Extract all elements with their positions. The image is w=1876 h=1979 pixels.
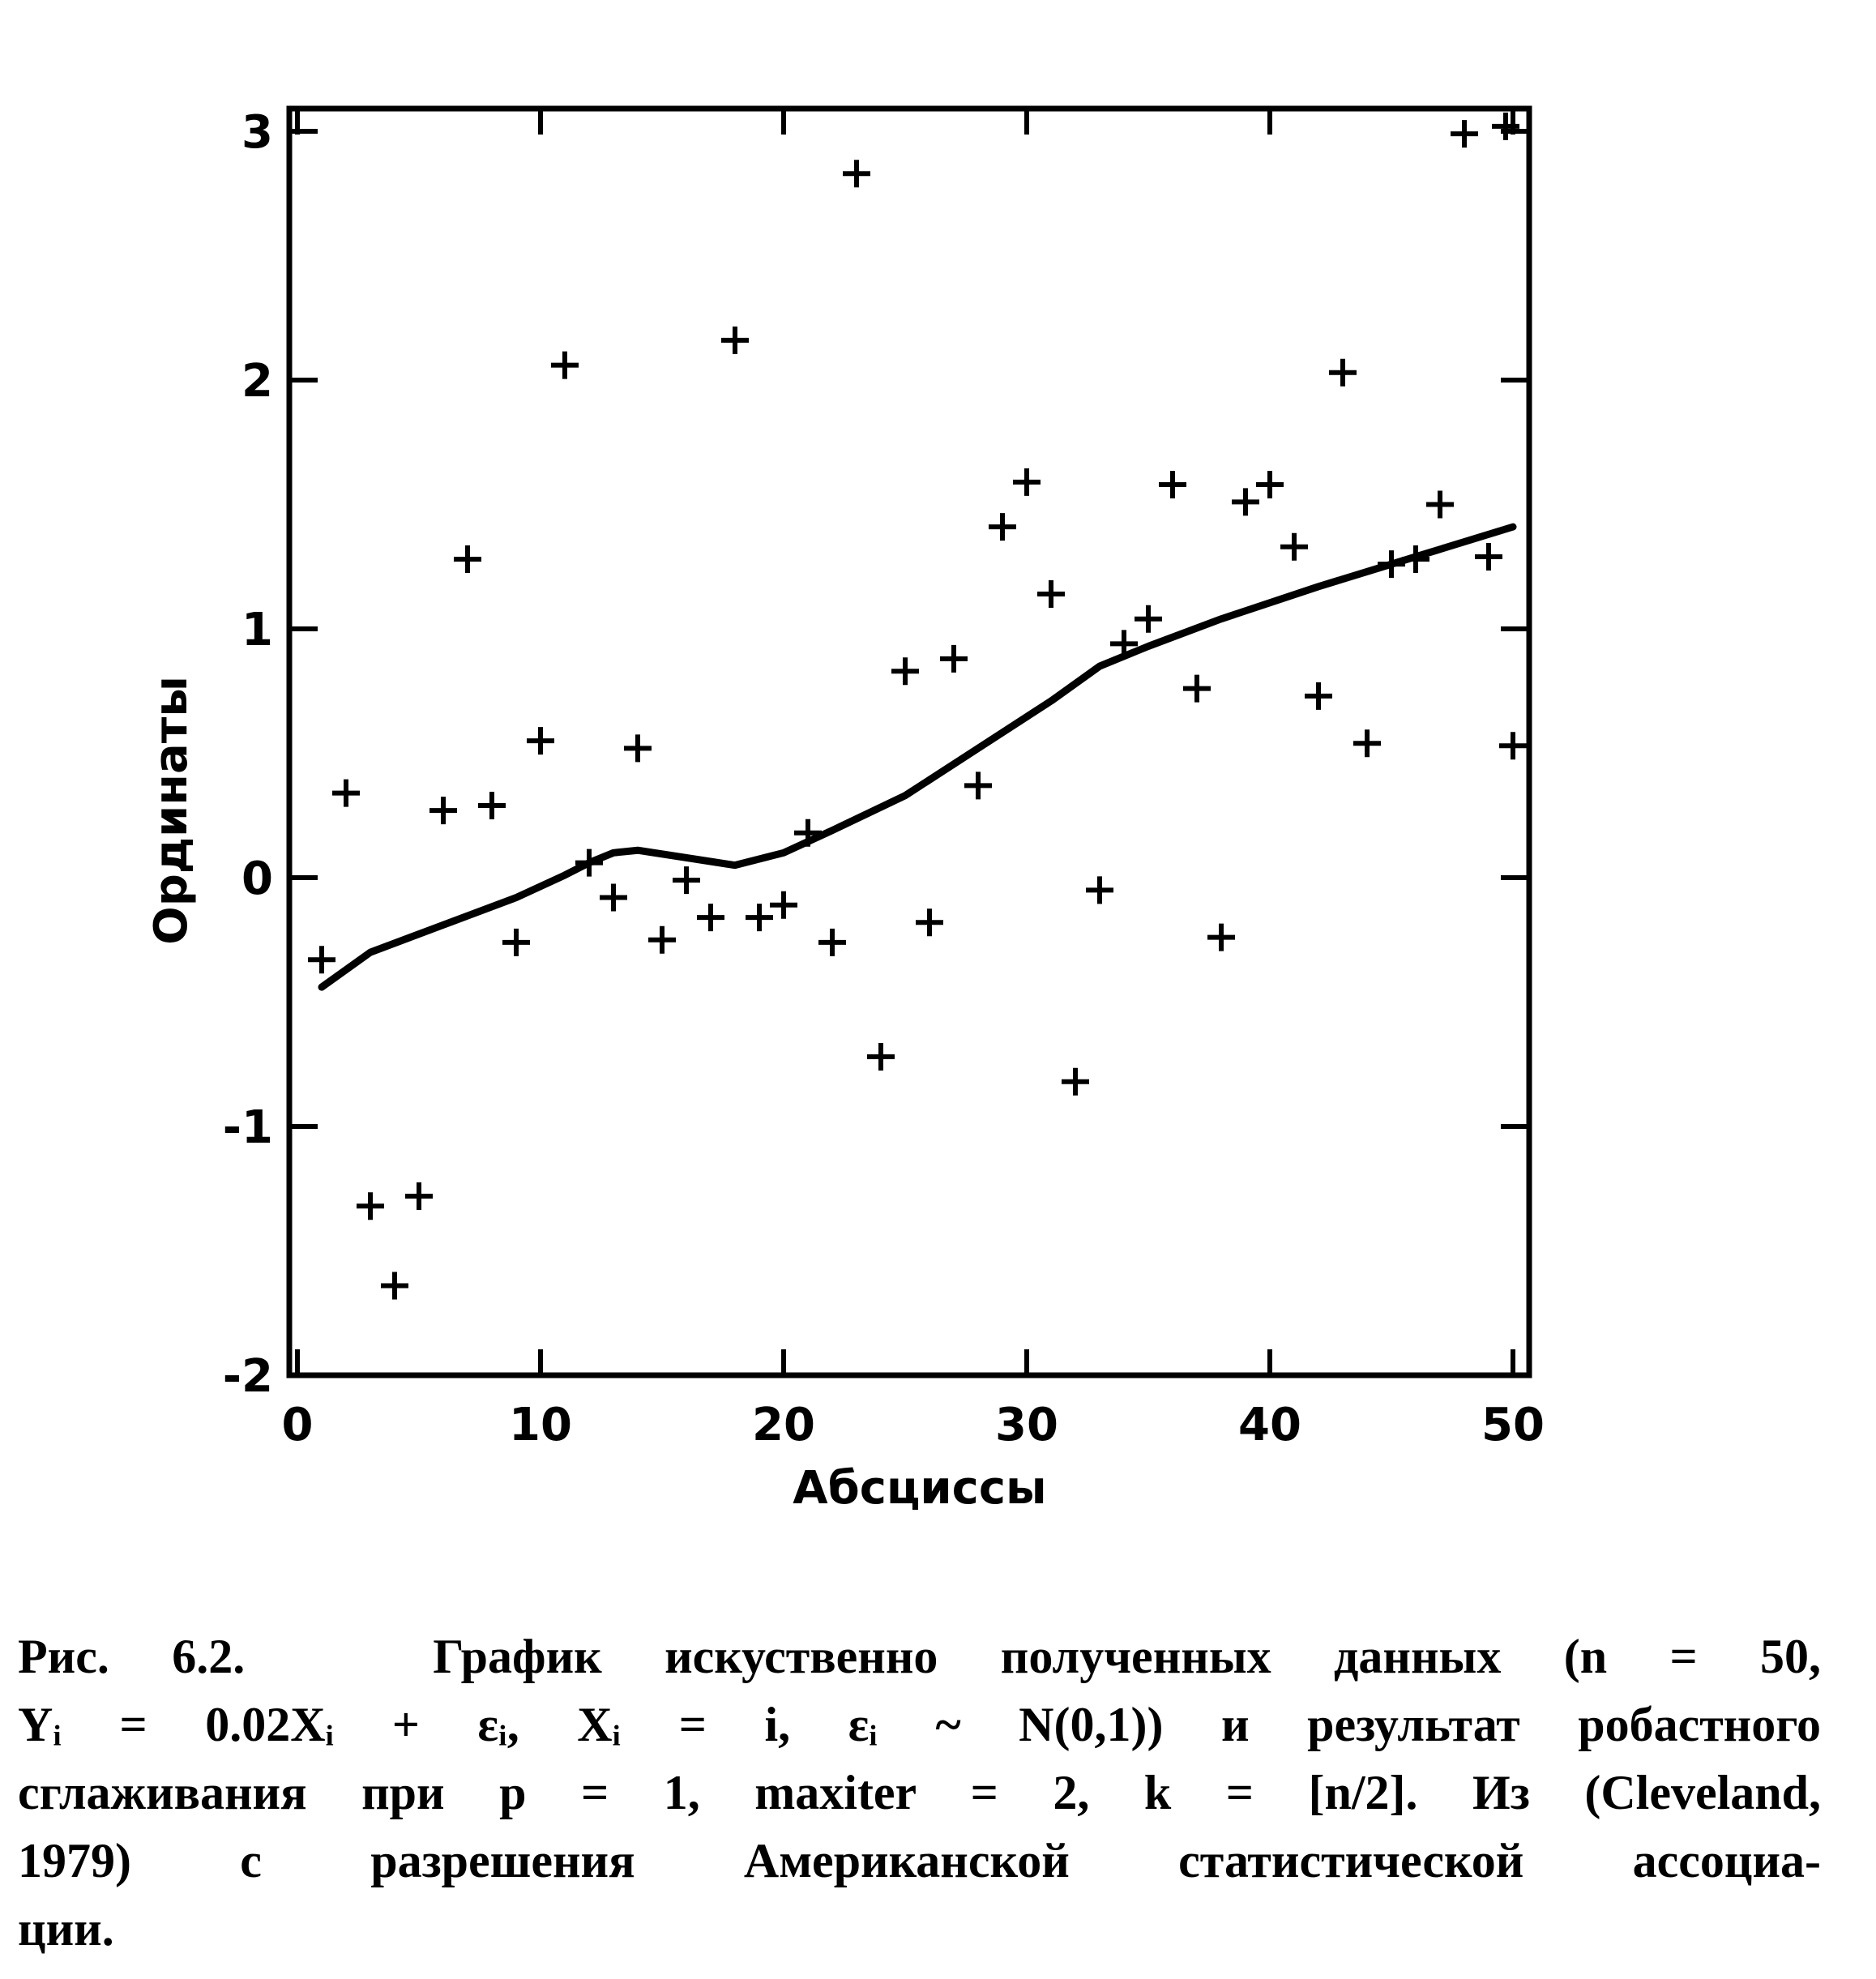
x-tick-label: 30: [995, 1399, 1058, 1451]
point: [1159, 470, 1186, 498]
point: [648, 925, 676, 954]
point: [454, 545, 481, 574]
point: [1013, 468, 1041, 496]
point: [1402, 545, 1429, 574]
caption-line: Рис. 6.2. График искуственно полученных …: [18, 1630, 1821, 1683]
point: [1062, 1067, 1089, 1096]
point: [502, 928, 530, 956]
point: [1305, 682, 1332, 710]
point: [1499, 732, 1527, 760]
y-tick-label: -1: [223, 1101, 273, 1154]
point: [478, 791, 506, 819]
y-axis-label: Ординаты: [145, 676, 198, 945]
point: [429, 797, 457, 825]
x-tick-label: 20: [752, 1399, 815, 1451]
point: [527, 727, 554, 755]
point: [1086, 876, 1113, 904]
point: [818, 928, 846, 956]
point: [843, 160, 870, 188]
point: [1256, 470, 1284, 498]
point: [1207, 923, 1235, 951]
point: [1135, 605, 1162, 633]
point: [1492, 112, 1519, 140]
point: [940, 644, 968, 673]
point: [746, 904, 773, 932]
point: [624, 734, 652, 763]
x-tick-label: 0: [282, 1399, 314, 1451]
point: [1280, 532, 1308, 561]
smooth-line: [318, 523, 1517, 991]
point: [600, 883, 627, 912]
plot-frame: [286, 105, 1532, 1378]
caption-line: ции.: [18, 1902, 114, 1955]
point: [794, 819, 822, 847]
point: [405, 1182, 433, 1210]
point: [308, 946, 335, 974]
point: [1353, 729, 1381, 758]
point: [1232, 488, 1259, 516]
x-tick-label: 10: [509, 1399, 572, 1451]
point: [381, 1272, 408, 1300]
y-tick-label: 1: [241, 604, 273, 656]
point: [964, 772, 992, 800]
y-tick-label: 3: [241, 106, 273, 159]
caption-line: 1979) с разрешения Американской статисти…: [18, 1834, 1821, 1887]
point: [721, 326, 749, 354]
point: [770, 891, 797, 919]
y-tick-label: 2: [241, 355, 273, 408]
chart: Абсциссы Ординаты 0 10 20 30 40 50 -2 -1 0 1 2 3: [145, 105, 1545, 1515]
point: [332, 779, 360, 807]
point: [989, 513, 1016, 541]
point: [1475, 542, 1502, 571]
caption-line: Yᵢ = 0.02Xᵢ + εᵢ, Xᵢ = i, εᵢ ~ N(0,1)) и…: [18, 1698, 1821, 1751]
point: [1110, 630, 1138, 658]
point: [1037, 580, 1065, 609]
point: [1378, 550, 1405, 579]
x-tick-label: 50: [1481, 1399, 1545, 1451]
caption-line: сглаживания при p = 1, maxiter = 2, k = …: [18, 1766, 1821, 1819]
x-axis-label: Абсциссы: [793, 1462, 1046, 1515]
point: [551, 351, 579, 379]
y-tick-label: 0: [241, 853, 273, 905]
x-tick-label: 40: [1238, 1399, 1301, 1451]
y-tick-label: -2: [223, 1350, 273, 1403]
point: [697, 904, 724, 932]
point: [357, 1192, 384, 1220]
point: [1426, 490, 1454, 519]
point: [673, 866, 700, 895]
point: [1183, 674, 1211, 703]
point: [916, 908, 943, 937]
point: [1451, 120, 1478, 148]
point: [575, 848, 603, 877]
point: [891, 657, 919, 686]
point: [867, 1043, 895, 1071]
point: [1329, 358, 1357, 387]
